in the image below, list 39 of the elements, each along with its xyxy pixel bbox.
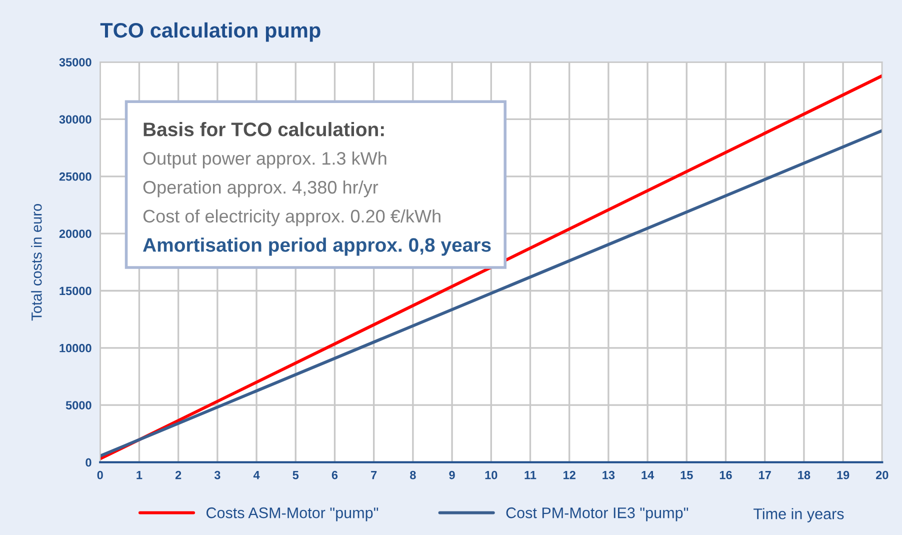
y-tick-label: 30000	[59, 115, 92, 124]
legend-label: Costs ASM-Motor "pump"	[206, 507, 378, 522]
x-tick-label: 5	[292, 471, 299, 480]
x-tick-label: 12	[564, 470, 576, 480]
y-tick-label: 15000	[60, 286, 92, 296]
annotation: Amortisation period approx. 0,8 years	[143, 238, 491, 256]
x-tick-label: 18	[798, 470, 810, 480]
x-tick-label: 9	[449, 470, 455, 480]
annotation: Basis for TCO calculation:	[144, 122, 384, 136]
legend-label: Cost PM-Motor IE3 "pump"	[506, 507, 688, 522]
x-tick-label: 7	[371, 471, 377, 480]
y-tick-label: 35000	[59, 58, 92, 66]
x-tick-label: 0	[97, 470, 103, 480]
x-tick-label: 10	[485, 470, 498, 480]
x-tick-label: 16	[720, 470, 732, 480]
x-axis-title: Time in years	[754, 508, 844, 522]
x-tick-label: 11	[524, 471, 536, 480]
y-tick-label: 20000	[59, 230, 92, 238]
y-tick-label: 25000	[59, 172, 92, 181]
x-tick-label: 8	[410, 470, 416, 480]
x-tick-label: 15	[680, 471, 693, 480]
x-tick-label: 3	[214, 470, 220, 480]
x-tick-label: 14	[642, 471, 654, 480]
x-tick-label: 13	[602, 470, 615, 480]
annotation: Cost of electricity approx. 0.20 €/kWh	[143, 209, 440, 226]
y-tick-label: 0	[86, 458, 92, 467]
y-axis-title: Total costs in euro	[31, 204, 42, 321]
x-tick-label: 20	[876, 470, 888, 480]
x-tick-label: 2	[175, 470, 182, 480]
x-tick-label: 6	[332, 470, 338, 480]
x-tick-label: 19	[837, 470, 850, 480]
annotation: Output power approx. 1.3 kWh	[143, 152, 386, 168]
x-tick-label: 4	[253, 471, 260, 480]
chart-title: TCO calculation pump	[100, 22, 320, 42]
x-tick-label: 17	[759, 471, 771, 480]
x-tick-label: 1	[136, 471, 142, 480]
annotation: Operation approx. 4,380 hr/yr	[143, 180, 378, 198]
y-tick-label: 10000	[60, 344, 92, 352]
y-tick-label: 5000	[66, 401, 92, 410]
